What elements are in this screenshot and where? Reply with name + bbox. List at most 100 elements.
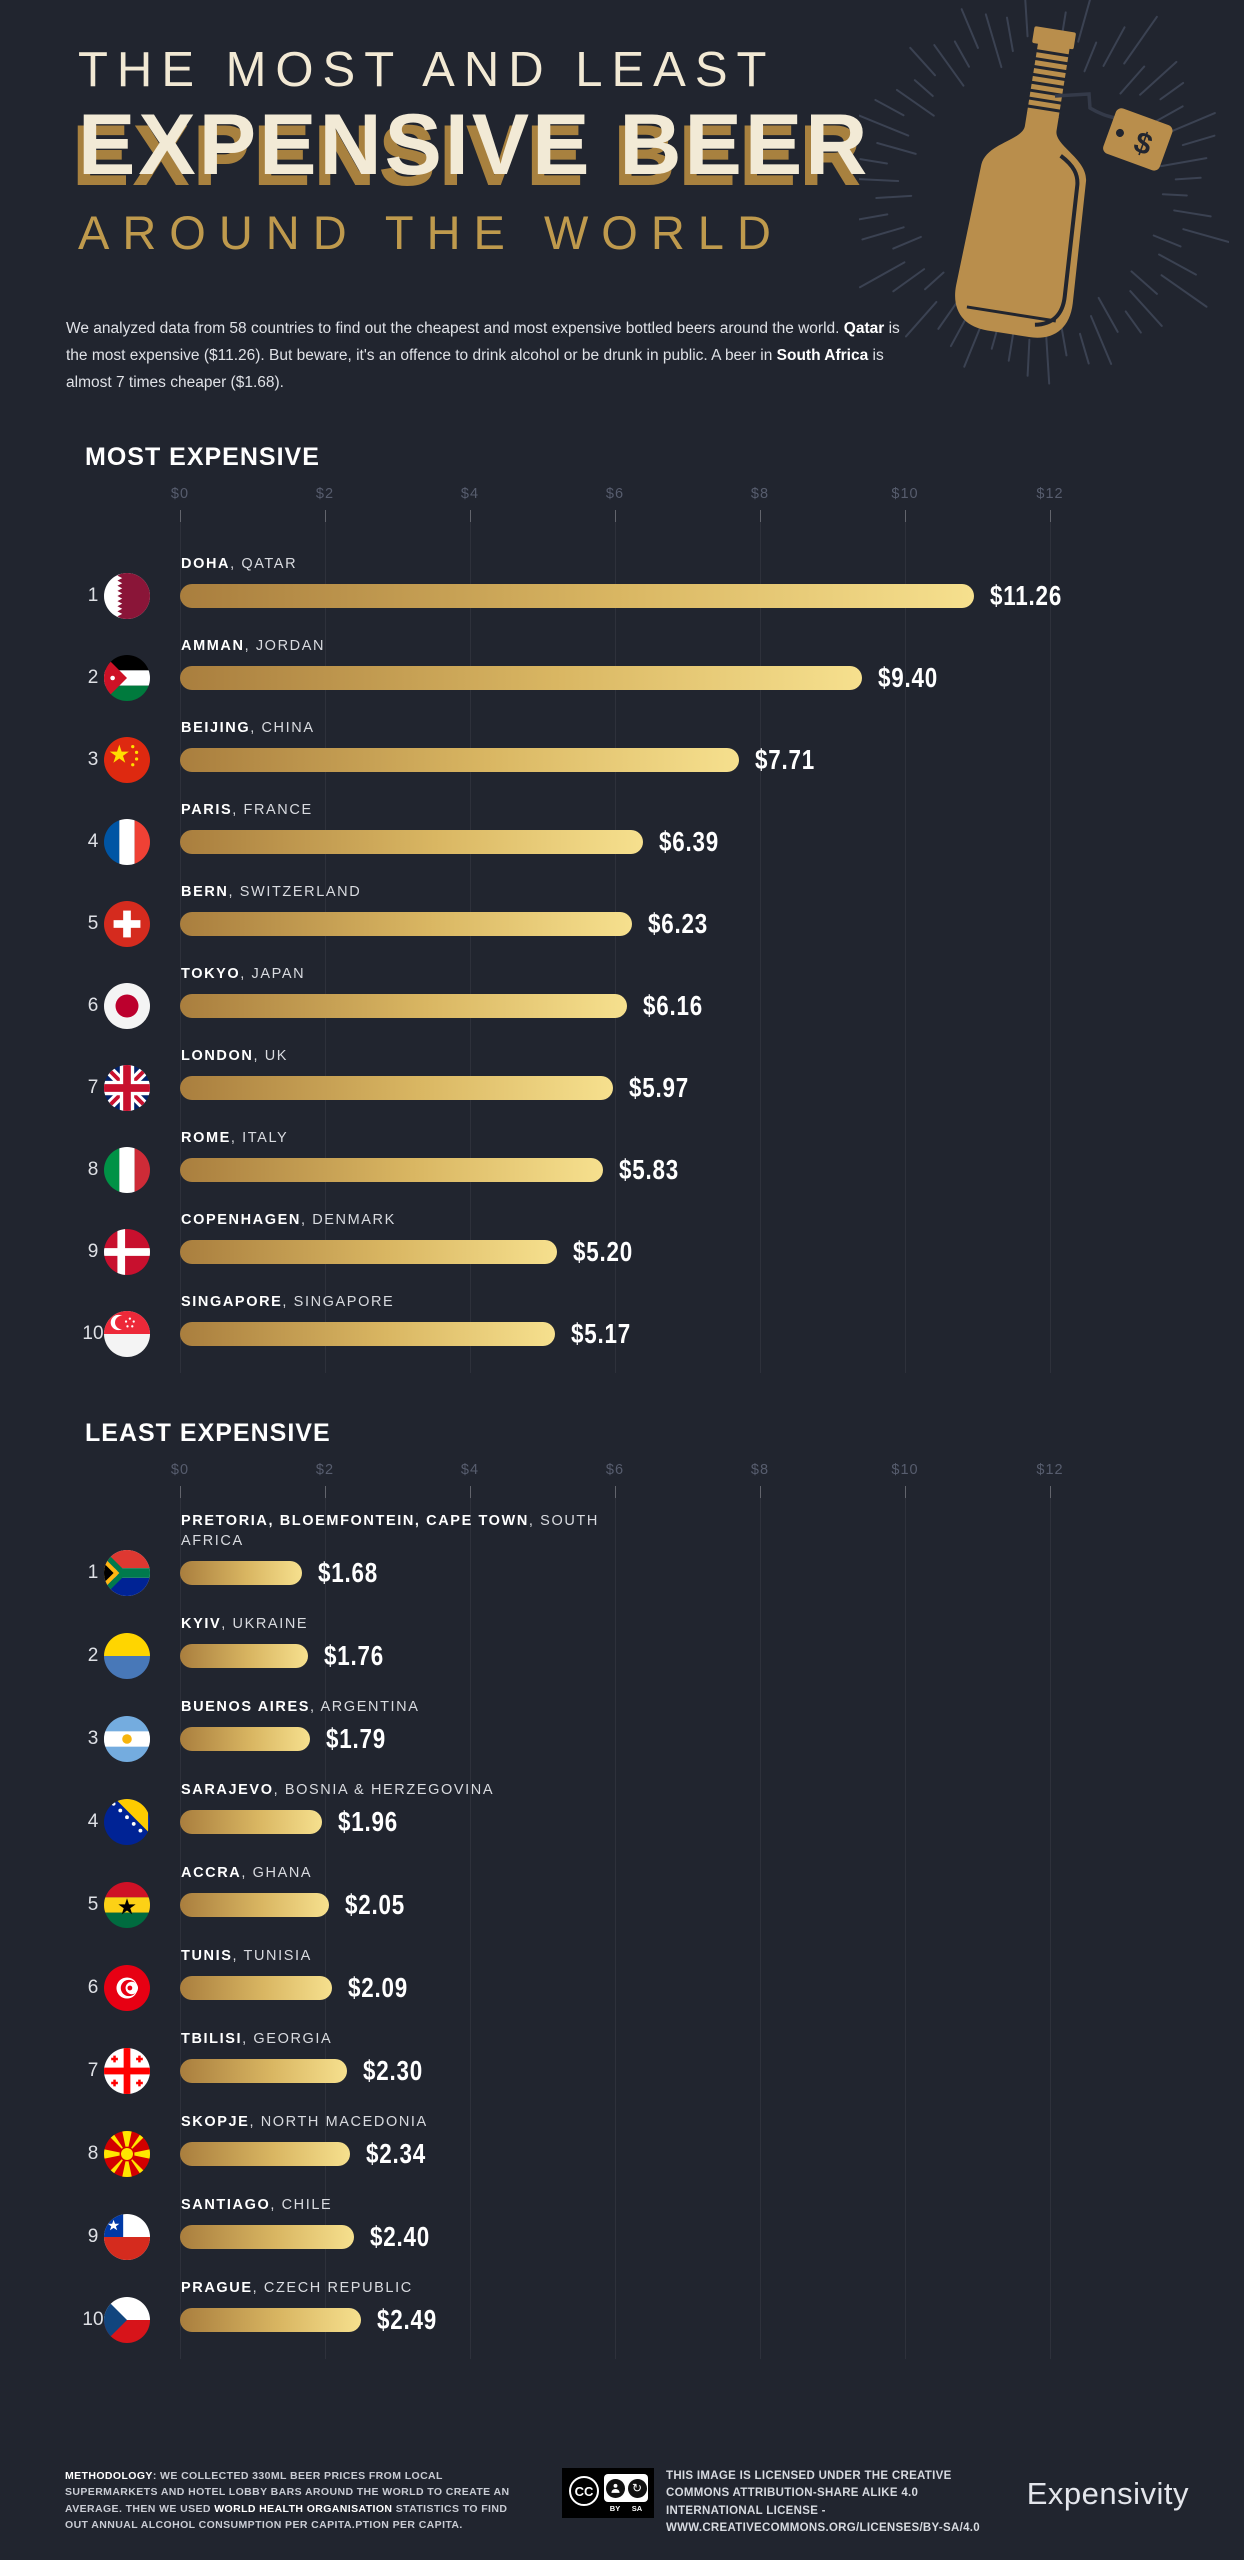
rank-label: 9 <box>87 1241 99 1263</box>
city-country-label: PRAGUE, CZECH REPUBLIC <box>181 2279 413 2296</box>
rank-label: 4 <box>87 831 99 853</box>
value-label: $11.26 <box>989 580 1062 612</box>
city-country-label: PARIS, FRANCE <box>181 801 313 818</box>
bar <box>180 1810 323 1835</box>
city-country-label: PRETORIA, BLOEMFONTEIN, CAPE TOWN, SOUTH… <box>181 1513 599 1549</box>
value-label: $2.09 <box>347 1972 408 2004</box>
chart-row: 9 COPENHAGEN, DENMARK $5.20 <box>88 1193 1080 1276</box>
footer: METHODOLOGY: WE COLLECTED 330ML BEER PRI… <box>65 2468 1189 2537</box>
flag-za-icon <box>104 1550 150 1597</box>
bar <box>180 2308 361 2333</box>
creative-commons-badge-icon: CC ↻ BY SA <box>562 2468 654 2518</box>
axis-tick-label: $12 <box>1036 486 1064 503</box>
bar <box>180 1240 557 1265</box>
cc-by-label: BY <box>609 2504 621 2513</box>
sunburst-rays <box>859 0 1229 385</box>
city-country-label: SARAJEVO, BOSNIA & HERZEGOVINA <box>181 1781 495 1798</box>
tag-string <box>1054 92 1116 120</box>
chart-row: 7 LONDON, UK $5.97 <box>88 1029 1080 1112</box>
bar <box>180 1644 308 1669</box>
value-label: $6.23 <box>647 908 708 940</box>
flag-dk-icon <box>104 1229 150 1276</box>
value-label: $2.49 <box>376 2304 437 2336</box>
bar <box>180 994 627 1019</box>
rank-label: 10 <box>82 2309 104 2331</box>
chart-row: 10 PRAGUE, CZECH REPUBLIC $2.49 <box>82 2260 1080 2344</box>
city-country-label: TBILISI, GEORGIA <box>181 2030 333 2047</box>
rank-label: 5 <box>87 1894 99 1916</box>
bar <box>180 584 974 609</box>
axis-tick-label: $0 <box>170 1462 190 1479</box>
axis-tick-label: $10 <box>891 1462 919 1479</box>
city-country-label: LONDON, UK <box>181 1047 289 1064</box>
axis-tick-label: $2 <box>315 486 335 503</box>
chart-most-expensive: $0 $2 $4 $6 $8 $10 $12 1 DOHA, QATAR $11.26 2 AMMA… <box>82 486 1080 1374</box>
flag-cl-icon <box>104 2214 150 2261</box>
flag-cz-icon <box>104 2297 150 2344</box>
value-label: $1.79 <box>325 1723 386 1755</box>
header: THE MOST AND LEAST EXPENSIVE BEER AROUND… <box>0 0 1244 385</box>
flag-ch-icon <box>104 901 150 948</box>
bar <box>180 666 862 691</box>
value-label: $9.40 <box>877 662 938 694</box>
axis-tick-label: $6 <box>605 486 625 503</box>
value-label: $7.71 <box>754 744 816 776</box>
chart-row: 2 AMMAN, JORDAN $9.40 <box>88 619 1080 702</box>
chart-least-expensive: $0 $2 $4 $6 $8 $10 $12 1 PRETORIA, BLOEMFONTEIN… <box>82 1462 1080 2360</box>
value-label: $2.05 <box>344 1889 405 1921</box>
intro-paragraph: We analyzed data from 58 countries to fi… <box>66 319 900 392</box>
rank-label: 9 <box>87 2226 99 2248</box>
bottle-body-icon <box>955 111 1087 338</box>
value-label: $6.16 <box>642 990 703 1022</box>
city-country-label: BUENOS AIRES, ARGENTINA <box>181 1698 420 1715</box>
flag-ba-icon <box>104 1799 150 1846</box>
city-country-label: SKOPJE, NORTH MACEDONIA <box>181 2113 428 2130</box>
flag-cn-icon <box>104 737 150 784</box>
chart-rows: 1 PRETORIA, BLOEMFONTEIN, CAPE TOWN, SOUT… <box>82 1486 1080 2344</box>
city-country-label: TUNIS, TUNISIA <box>181 1947 312 1964</box>
bar <box>180 2142 350 2167</box>
city-country-label: ROME, ITALY <box>181 1129 289 1146</box>
flag-gh-icon <box>104 1882 150 1929</box>
bar <box>180 1158 603 1183</box>
flag-tn-icon <box>104 1965 150 2012</box>
city-country-label: SINGAPORE, SINGAPORE <box>181 1293 395 1310</box>
chart-row: 1 DOHA, QATAR $11.26 <box>88 537 1080 620</box>
axis-tick-label: $8 <box>750 486 770 503</box>
rank-label: 8 <box>87 1159 99 1181</box>
rank-label: 4 <box>87 1811 99 1833</box>
value-label: $1.76 <box>323 1640 384 1672</box>
beer-bottle-illustration: $ <box>859 0 1229 385</box>
city-country-label: BERN, SWITZERLAND <box>181 883 362 900</box>
flag-mk-icon <box>104 2131 150 2178</box>
chart-rows: 1 DOHA, QATAR $11.26 2 AMMAN, JORDAN $9.40 3 BE… <box>82 510 1080 1358</box>
city-country-label: TOKYO, JAPAN <box>181 965 306 982</box>
bar <box>180 1727 310 1752</box>
value-label: $1.68 <box>317 1557 378 1589</box>
city-country-label: COPENHAGEN, DENMARK <box>181 1211 396 1228</box>
rank-label: 3 <box>87 1728 99 1750</box>
axis-tick-label: $0 <box>170 486 190 503</box>
rank-label: 7 <box>87 1077 99 1099</box>
rank-label: 3 <box>87 749 99 771</box>
chart-row: 6 TOKYO, JAPAN $6.16 <box>88 947 1080 1030</box>
axis-tick-label: $6 <box>605 1462 625 1479</box>
chart-row: 4 SARAJEVO, BOSNIA & HERZEGOVINA $1.96 <box>88 1762 1080 1846</box>
flag-it-icon <box>104 1147 150 1194</box>
rank-label: 6 <box>87 1977 99 1999</box>
value-label: $5.20 <box>573 1236 634 1268</box>
brand-logo: Expensivity <box>1026 2476 1189 2511</box>
bar <box>180 1561 302 1586</box>
axis-tick-label: $4 <box>460 486 480 503</box>
cc-sa-arrow-icon: ↻ <box>627 2478 647 2498</box>
rank-label: 1 <box>87 1562 99 1584</box>
rank-label: 2 <box>87 667 99 689</box>
axis-tick-label: $10 <box>891 486 919 503</box>
bar <box>180 748 739 773</box>
methodology-note: METHODOLOGY: WE COLLECTED 330ML BEER PRI… <box>65 2470 510 2531</box>
license-text: THIS IMAGE IS LICENSED UNDER THE CREATIV… <box>666 2470 980 2534</box>
city-country-label: AMMAN, JORDAN <box>181 637 326 654</box>
axis-tick-label: $2 <box>315 1462 335 1479</box>
value-label: $1.96 <box>338 1806 399 1838</box>
